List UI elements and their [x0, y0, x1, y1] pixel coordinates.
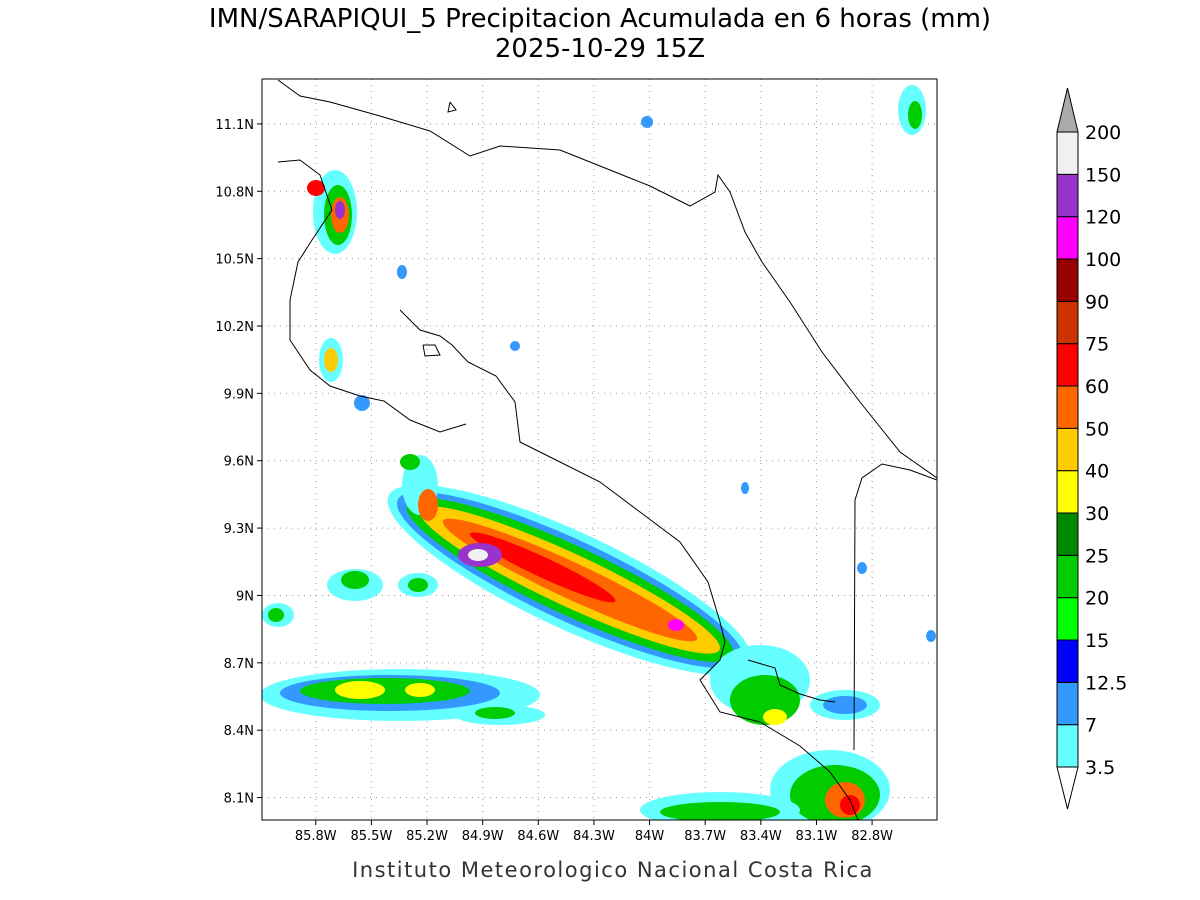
- lat-tick-label: 10.2N: [215, 320, 254, 335]
- lat-tick-label: 9.3N: [224, 522, 254, 537]
- lat-tick-label: 8.1N: [224, 792, 254, 807]
- colorbar-box: [1056, 470, 1079, 514]
- colorbar-label: 40: [1085, 461, 1109, 483]
- colorbar-box: [1056, 639, 1079, 683]
- lon-tick-label: 84.3W: [573, 829, 615, 844]
- lon-tick-label: 83.4W: [740, 829, 782, 844]
- colorbar-box: [1056, 597, 1079, 641]
- colorbar-box: [1056, 554, 1079, 599]
- lon-tick-label: 85.2W: [406, 829, 448, 844]
- colorbar-above: [1056, 87, 1079, 133]
- colorbar-label: 7: [1085, 715, 1097, 737]
- lat-tick-label: 8.4N: [224, 724, 254, 739]
- colorbar-label: 60: [1085, 376, 1109, 398]
- colorbar-label: 25: [1085, 545, 1109, 567]
- colorbar-box: [1056, 258, 1079, 302]
- colorbar-box: [1056, 724, 1079, 768]
- credit: Instituto Meteorologico Nacional Costa R…: [352, 858, 874, 882]
- lon-tick-label: 82.8W: [851, 829, 893, 844]
- subtitle: 2025-10-29 15Z: [495, 34, 705, 64]
- lon-tick-label: 84.9W: [462, 829, 504, 844]
- lon-tick-label: 84W: [635, 829, 665, 844]
- colorbar-label: 100: [1085, 249, 1121, 271]
- lon-tick-label: 83.7W: [684, 829, 726, 844]
- colorbar: 3.5 7 12.5 15 20 25 30 40 50 60 75 90 100 120 150 200: [1056, 87, 1127, 810]
- colorbar-label: 75: [1085, 334, 1109, 356]
- title: IMN/SARAPIQUI_5 Precipitacion Acumulada …: [209, 4, 991, 34]
- lat-tick-label: 9.6N: [224, 455, 254, 470]
- lat-tick-label: 11.1N: [215, 118, 254, 133]
- colorbar-label: 3.5: [1085, 757, 1115, 779]
- colorbar-box: [1056, 131, 1079, 175]
- lat-tick-label: 10.8N: [215, 185, 254, 200]
- colorbar-label: 30: [1085, 503, 1109, 525]
- lon-tick-label: 84.6W: [517, 829, 559, 844]
- colorbar-label: 200: [1085, 122, 1121, 144]
- colorbar-label: 90: [1085, 291, 1109, 313]
- colorbar-label: 12.5: [1085, 672, 1127, 694]
- colorbar-box: [1056, 173, 1079, 218]
- colorbar-box: [1056, 385, 1079, 429]
- lon-tick-label: 85.5W: [351, 829, 393, 844]
- lat-tick-label: 9N: [236, 589, 254, 604]
- colorbar-box: [1056, 681, 1079, 726]
- lon-tick-label: 85.8W: [295, 829, 337, 844]
- colorbar-below: [1056, 766, 1079, 810]
- colorbar-box: [1056, 512, 1079, 556]
- colorbar-label: 20: [1085, 588, 1109, 610]
- coastlines: [277, 79, 937, 820]
- lat-tick-label: 9.9N: [224, 387, 254, 402]
- colorbar-box: [1056, 300, 1079, 345]
- grid: 85.8W 85.5W 85.2W 84.9W 84.6W 84.3W 84W 83.7W 83…: [215, 79, 937, 844]
- colorbar-label: 150: [1085, 164, 1121, 186]
- lat-tick-label: 10.5N: [215, 253, 254, 268]
- colorbar-label: 50: [1085, 418, 1109, 440]
- colorbar-box: [1056, 216, 1079, 260]
- lat-tick-label: 8.7N: [224, 657, 254, 672]
- colorbar-label: 120: [1085, 207, 1121, 229]
- colorbar-box: [1056, 427, 1079, 472]
- colorbar-label: 15: [1085, 630, 1109, 652]
- colorbar-box: [1056, 343, 1079, 387]
- precip-field: [262, 85, 936, 820]
- lon-tick-label: 83.1W: [796, 829, 838, 844]
- map-frame: [261, 78, 938, 821]
